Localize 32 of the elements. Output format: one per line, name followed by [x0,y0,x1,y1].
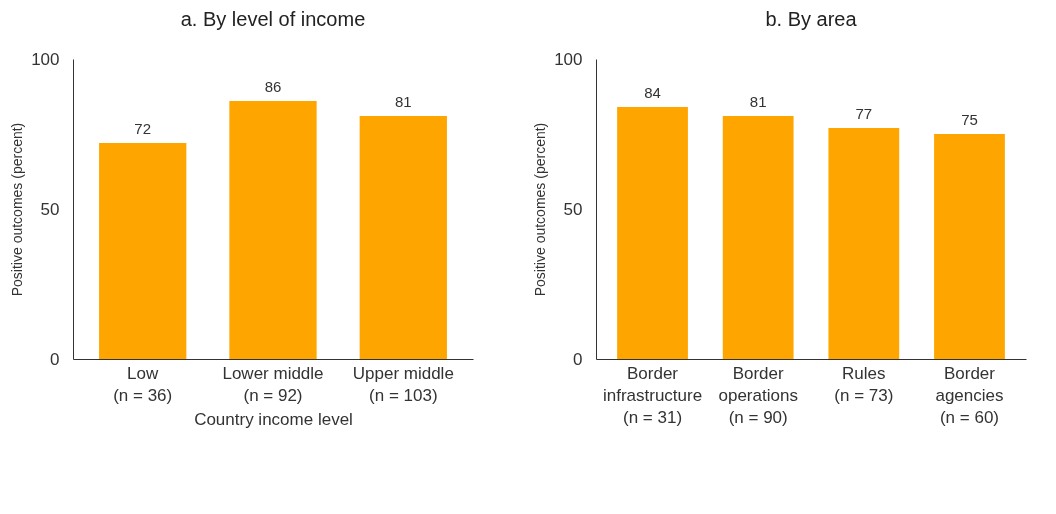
y-axis-title: Positive outcomes (percent) [532,122,549,297]
data-label: 72 [134,120,152,137]
bar [722,116,794,359]
bar [99,143,187,359]
data-label: 81 [749,93,767,110]
chart-title: b. By area [765,8,858,30]
data-label: 77 [855,105,873,122]
y-axis-title: Positive outcomes (percent) [9,122,26,297]
x-tick-label: Border agencies (n = 60) [935,363,1004,427]
data-label: 75 [961,111,978,128]
y-tick-label: 0 [50,349,60,369]
y-tick-label: 50 [40,199,60,219]
x-tick-label: Upper middle (n = 103) [352,363,454,405]
y-tick-label: 100 [31,49,60,69]
y-tick-label: 100 [554,49,583,69]
data-label: 86 [264,78,282,95]
x-tick-label: Rules (n = 73) [834,363,894,405]
x-tick-label: Border infrastructure (n = 31) [602,363,703,427]
data-label: 81 [394,93,412,110]
bar [617,107,688,359]
bar [934,134,1005,359]
x-tick-label: Low (n = 36) [113,363,173,405]
y-tick-label: 0 [573,349,583,369]
bar [229,101,317,359]
x-axis-title: Country income level [194,409,353,429]
y-tick-label: 50 [563,199,583,219]
bar [359,116,447,359]
chart-title: a. By level of income [180,8,366,30]
x-tick-label: Lower middle (n = 92) [222,363,324,405]
x-tick-label: Border operations (n = 90) [718,363,798,427]
data-label: 84 [644,84,661,101]
bar [828,128,900,359]
